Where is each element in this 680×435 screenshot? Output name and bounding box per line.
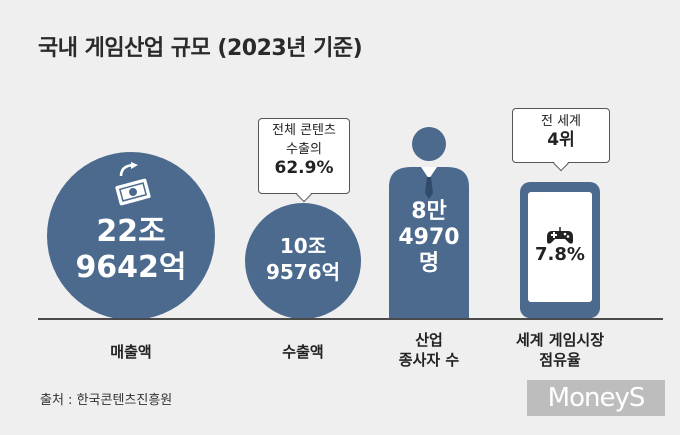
money-up-icon [115, 162, 151, 206]
smartphone-icon: 7.8% [520, 182, 600, 318]
revenue-circle: 22조 9642억 [47, 152, 215, 320]
baseline-divider [38, 318, 663, 320]
export-circle: 10조 9576억 [245, 203, 361, 319]
worker-count-value: 8만 4970 명 [398, 199, 460, 276]
market-share-label: 세계 게임시장 점유율 [515, 331, 605, 369]
export-share-bubble: 전체 콘텐츠 수출의 62.9% [258, 118, 350, 194]
page-title: 국내 게임산업 규모 (2023년 기준) [38, 36, 363, 61]
worker-person-icon: 8만 4970 명 [385, 127, 473, 320]
moneys-logo: MoneyS [527, 380, 665, 416]
revenue-value: 22조 9642억 [75, 214, 187, 285]
world-rank-bubble: 전 세계 4위 [512, 108, 610, 163]
export-value: 10조 9576억 [265, 234, 341, 284]
market-share-value: 7.8% [535, 244, 585, 265]
source-note: 출처 : 한국콘텐츠진흥원 [40, 393, 173, 408]
gamepad-icon [547, 227, 573, 244]
revenue-label: 매출액 [110, 343, 152, 361]
export-label: 수출액 [282, 343, 324, 361]
workers-label: 산업 종사자 수 [398, 331, 460, 369]
